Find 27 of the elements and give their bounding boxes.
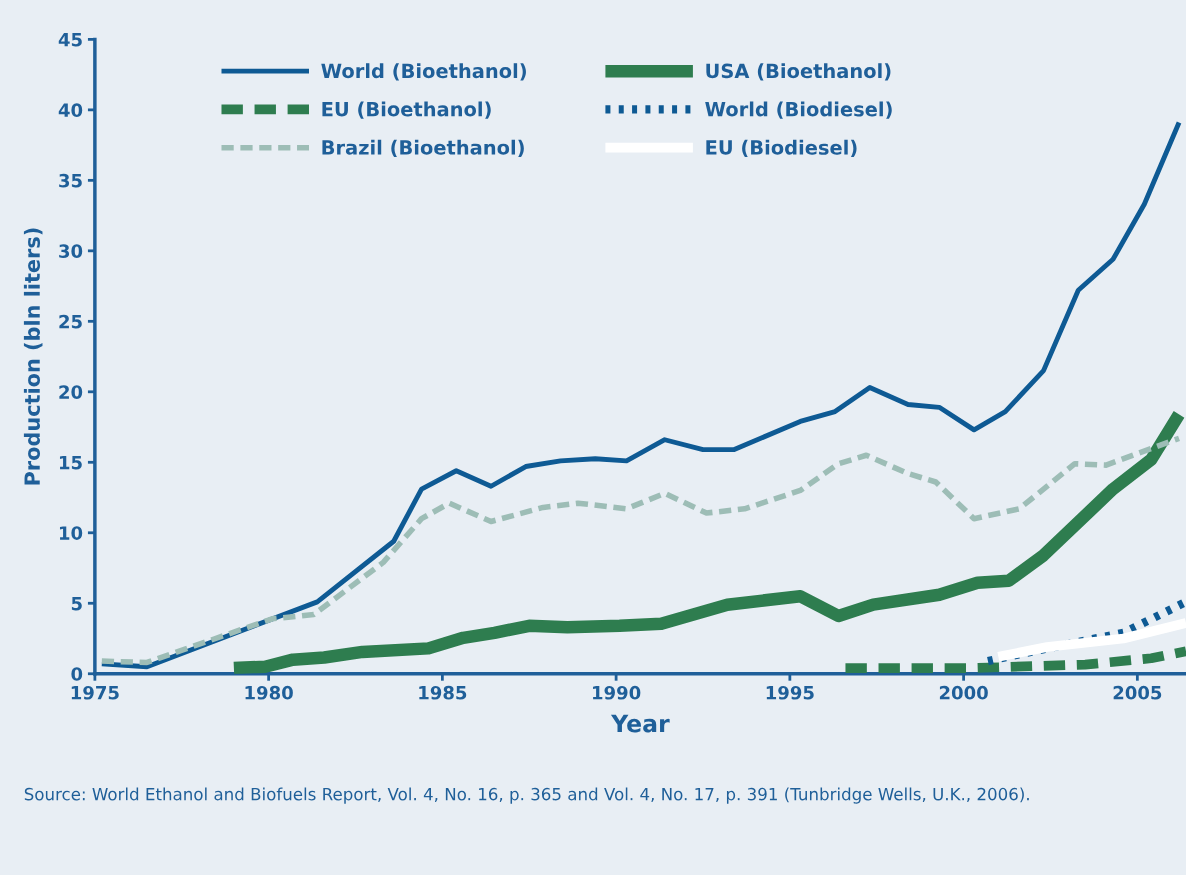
x-tick-label: 1985 xyxy=(419,685,467,700)
legend-label: World (Bioethanol) xyxy=(321,63,526,81)
y-tick-label: 0 xyxy=(71,667,83,681)
y-tick-label: 5 xyxy=(71,596,82,611)
y-tick-label: 40 xyxy=(58,103,83,117)
legend-label: Brazil (Bioethanol) xyxy=(322,139,524,158)
x-axis-title: Year xyxy=(610,714,670,733)
y-tick-label: 30 xyxy=(59,244,83,258)
y-tick-label: 35 xyxy=(59,173,82,188)
x-tick-label: 1975 xyxy=(71,685,119,700)
x-tick-label: 1980 xyxy=(245,685,293,700)
legend-label: EU (Bioethanol) xyxy=(322,101,491,119)
y-tick-label: 25 xyxy=(59,314,82,329)
y-tick-label: 20 xyxy=(59,385,83,399)
legend-label: World (Biodiesel) xyxy=(705,101,892,119)
x-tick-label: 1990 xyxy=(593,685,641,700)
y-tick-label: 45 xyxy=(58,33,82,47)
y-tick-label: 15 xyxy=(59,455,82,470)
legend-label: EU (Biodiesel) xyxy=(706,139,857,158)
source-note: Source: World Ethanol and Biofuels Report, Vol. 4, No. 16, p. 365 and Vol. 4, No. 17, p. 391 (Tunbridge Wells, U.K., 2006). xyxy=(24,787,1029,804)
x-tick-label: 2005 xyxy=(1113,685,1162,700)
x-tick-label: 1995 xyxy=(766,685,814,700)
y-axis-title: Production (bln liters) xyxy=(23,228,43,485)
x-tick-label: 2000 xyxy=(939,685,988,700)
legend-label: USA (Bioethanol) xyxy=(706,63,891,81)
line-series xyxy=(99,120,1182,670)
y-tick-label: 10 xyxy=(59,526,83,540)
